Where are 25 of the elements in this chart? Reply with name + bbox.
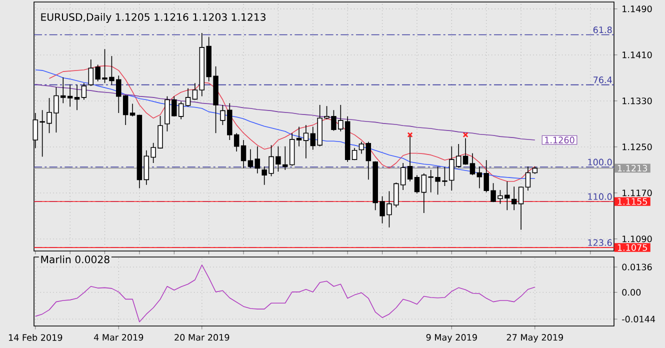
y-tick-label: -0.0144 bbox=[622, 316, 656, 322]
ref-line-label: 1.1075 bbox=[618, 244, 647, 251]
ref-line-label: 1.1155 bbox=[618, 198, 647, 205]
y-tick-label: 1.1250 bbox=[622, 144, 652, 150]
ref-line-label: 1.1213 bbox=[618, 164, 648, 172]
chart-title: Marlin 0.0028 bbox=[41, 255, 110, 264]
y-tick-label: 1.1490 bbox=[622, 6, 652, 12]
x-tick-label: 20 Mar 2019 bbox=[174, 334, 230, 341]
text: 123.6 bbox=[588, 239, 612, 246]
x-tick-label: 27 May 2019 bbox=[506, 334, 563, 342]
x-tick-label: 4 Mar 2019 bbox=[94, 334, 144, 341]
y-tick-label: 1.1330 bbox=[622, 98, 652, 104]
y-tick-label: 1.1090 bbox=[622, 236, 652, 242]
y-tick-label: 0.0136 bbox=[622, 264, 652, 270]
text: 76.4 bbox=[594, 76, 612, 84]
x-tick-label: 14 Feb 2019 bbox=[8, 334, 62, 341]
x-tick-label: 9 May 2019 bbox=[426, 334, 477, 342]
y-tick-label: 1.1410 bbox=[622, 52, 652, 58]
text: 100.0 bbox=[588, 158, 612, 166]
y-tick-label: 1.1170 bbox=[622, 190, 652, 196]
y-tick-label: 0.00 bbox=[622, 289, 641, 296]
text: EURUSD,Daily 1.1205 1.1216 1.1203 1.1213 bbox=[41, 13, 266, 23]
text: 61.8 bbox=[593, 26, 612, 34]
text: 110.0 bbox=[588, 193, 612, 200]
series-label: 1.1260 bbox=[545, 136, 574, 144]
